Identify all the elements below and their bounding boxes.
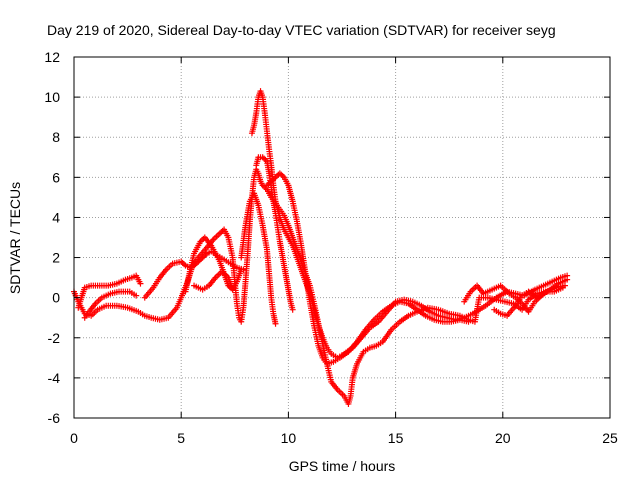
chart-title: Day 219 of 2020, Sidereal Day-to-day VTE…: [47, 22, 556, 38]
y-axis-label: SDTVAR / TECUs: [7, 182, 23, 294]
data-point: [133, 292, 140, 299]
data-point: [559, 284, 566, 291]
y-tick-label: -2: [48, 330, 61, 346]
series-track-f: [191, 268, 236, 293]
series-track-h: [253, 154, 296, 313]
y-tick-label: 4: [52, 209, 60, 225]
y-tick-label: 6: [52, 169, 60, 185]
y-tick-label: -6: [48, 410, 61, 426]
data-point: [238, 266, 245, 273]
axis-ticks: [73, 56, 611, 419]
data-point: [564, 276, 571, 283]
series-track-k: [461, 276, 571, 315]
series-track-a: [71, 166, 568, 407]
series-track-l: [491, 284, 566, 319]
plot-frame: [73, 56, 611, 419]
x-tick-label: 5: [177, 430, 185, 446]
x-tick-label: 25: [602, 430, 618, 446]
data-point: [137, 280, 144, 287]
x-tick-label: 10: [281, 430, 297, 446]
series-track-d: [81, 288, 140, 321]
series-track-b: [75, 272, 144, 311]
x-tick-label: 15: [388, 430, 404, 446]
series-track-i: [263, 170, 472, 367]
data-point: [289, 306, 296, 313]
x-tick-label: 20: [495, 430, 511, 446]
data-points: [71, 88, 571, 407]
data-point: [465, 318, 472, 325]
y-tick-label: 2: [52, 250, 60, 266]
y-tick-label: 0: [52, 290, 60, 306]
grid: [74, 57, 610, 418]
data-point: [272, 320, 279, 327]
y-tick-label: 8: [52, 129, 60, 145]
y-tick-label: 12: [44, 49, 60, 65]
y-tick-label: 10: [44, 89, 60, 105]
x-tick-label: 0: [70, 430, 78, 446]
series-track-j: [238, 190, 279, 327]
tick-labels: 0 5 10 15 20 25 -6 -4 -2 0 2 4 6 8 10 12: [44, 49, 618, 446]
y-tick-label: -4: [48, 370, 61, 386]
x-axis-label: GPS time / hours: [289, 458, 396, 474]
data-point: [229, 286, 236, 293]
